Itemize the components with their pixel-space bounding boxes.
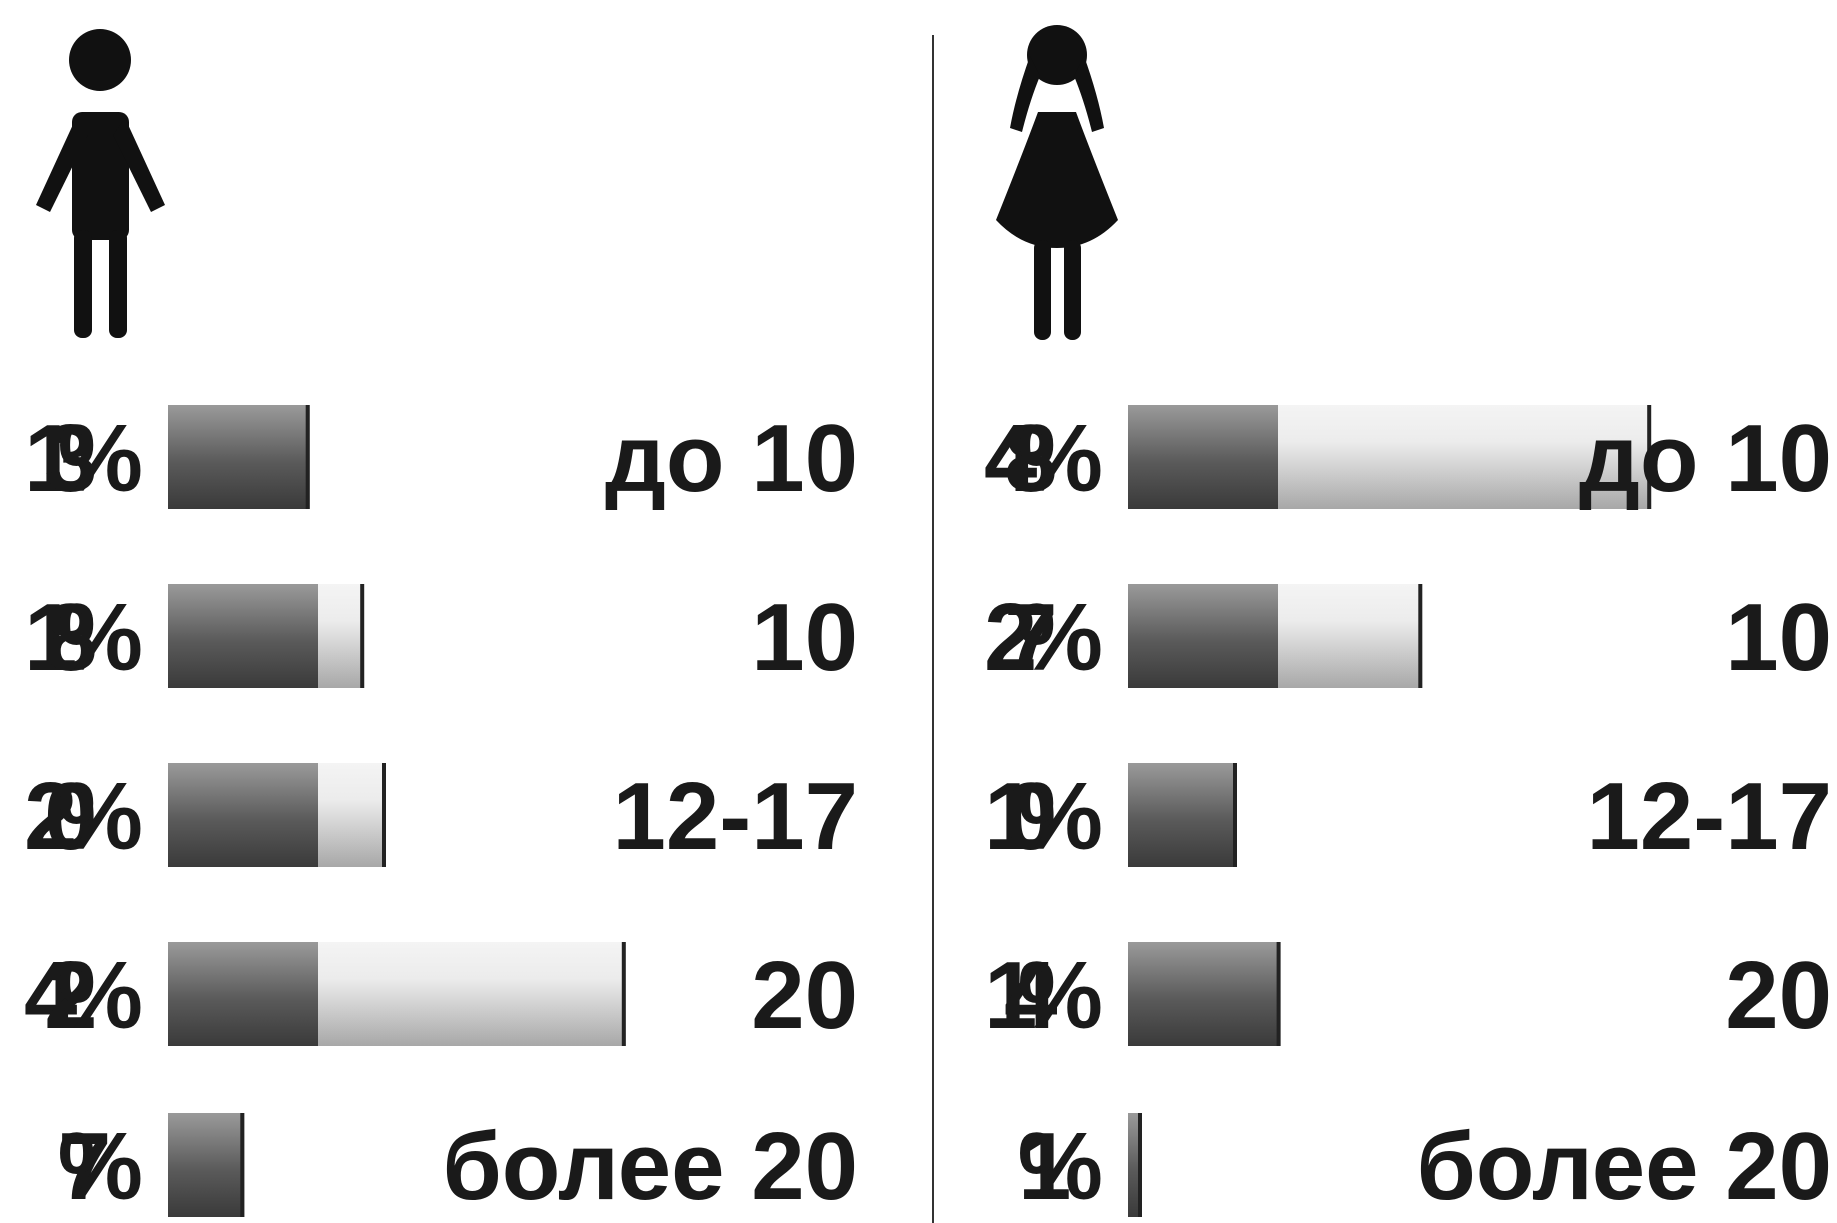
girls-category-label-1: 10 — [1725, 584, 1832, 691]
girls-bar-cap-0 — [1647, 405, 1652, 509]
boys-value-label-2: 20 % — [24, 763, 143, 870]
girls-category-label-2: 12-17 — [1586, 763, 1832, 870]
girls-value-label-4: 1 % — [1018, 1113, 1103, 1220]
girls-bar-light-0 — [1278, 405, 1652, 509]
boys-bar-cap-3 — [621, 942, 626, 1046]
boys-bar-4 — [168, 1113, 245, 1217]
boys-bar-dark-4 — [168, 1113, 245, 1217]
girls-bar-4 — [1128, 1113, 1142, 1217]
boys-bar-cap-0 — [305, 405, 310, 509]
girls-bar-cap-2 — [1233, 763, 1237, 867]
boys-category-label-0: до 10 — [605, 405, 858, 512]
girls-value-label-0: 48 % — [984, 405, 1103, 512]
girls-bar-1 — [1128, 584, 1423, 688]
girls-category-label-4: более 20 — [1417, 1113, 1833, 1220]
boys-category-label-2: 12-17 — [612, 763, 858, 870]
girls-bar-light-1 — [1278, 584, 1423, 688]
boys-bar-cap-4 — [240, 1113, 245, 1217]
boys-category-label-3: 20 — [751, 942, 858, 1049]
boys-bar-cap-2 — [382, 763, 386, 867]
boys-value-label-1: 18 % — [24, 584, 143, 691]
boys-bar-dark-2 — [168, 763, 318, 867]
boys-bar-light-3 — [318, 942, 626, 1046]
boys-bar-light-2 — [318, 763, 386, 867]
boys-bar-dark-1 — [168, 584, 318, 688]
girls-bar-cap-4 — [1138, 1113, 1142, 1217]
boys-value-label-3: 42 % — [24, 942, 143, 1049]
boys-category-label-1: 10 — [751, 584, 858, 691]
girls-bar-dark-0 — [1128, 405, 1278, 509]
girls-bar-3 — [1128, 942, 1281, 1046]
boys-value-label-0: 13 % — [24, 405, 143, 512]
girls-category-label-3: 20 — [1725, 942, 1832, 1049]
boy-icon — [36, 29, 165, 338]
girls-bar-cap-1 — [1418, 584, 1423, 688]
panel-girls: 48 % до 10 27 % 10 10 % 12-17 14 % 20 1 % более 2… — [984, 405, 1832, 1220]
boys-bar-light-1 — [318, 584, 365, 688]
girls-bar-dark-2 — [1128, 763, 1237, 867]
girls-bar-0 — [1128, 405, 1652, 509]
boys-bar-0 — [168, 405, 310, 509]
girls-bar-2 — [1128, 763, 1237, 867]
boys-value-label-4: 7 % — [58, 1113, 143, 1220]
girl-icon — [996, 25, 1118, 340]
girls-value-label-2: 10 % — [984, 763, 1103, 870]
boys-bar-1 — [168, 584, 365, 688]
boys-bar-2 — [168, 763, 386, 867]
girls-category-label-0: до 10 — [1579, 405, 1832, 512]
panel-boys: 13 % до 10 18 % 10 20 % 12-17 42 % 20 7 % более 2… — [24, 405, 858, 1220]
boys-bar-dark-0 — [168, 405, 310, 509]
boys-bar-cap-1 — [360, 584, 365, 688]
girls-value-label-3: 14 % — [984, 942, 1103, 1049]
boys-bar-3 — [168, 942, 626, 1046]
girls-bar-cap-3 — [1276, 942, 1281, 1046]
girls-value-label-1: 27 % — [984, 584, 1103, 691]
girls-bar-dark-1 — [1128, 584, 1278, 688]
girls-bar-dark-3 — [1128, 942, 1278, 1046]
boys-bar-dark-3 — [168, 942, 318, 1046]
boys-category-label-4: более 20 — [443, 1113, 859, 1220]
